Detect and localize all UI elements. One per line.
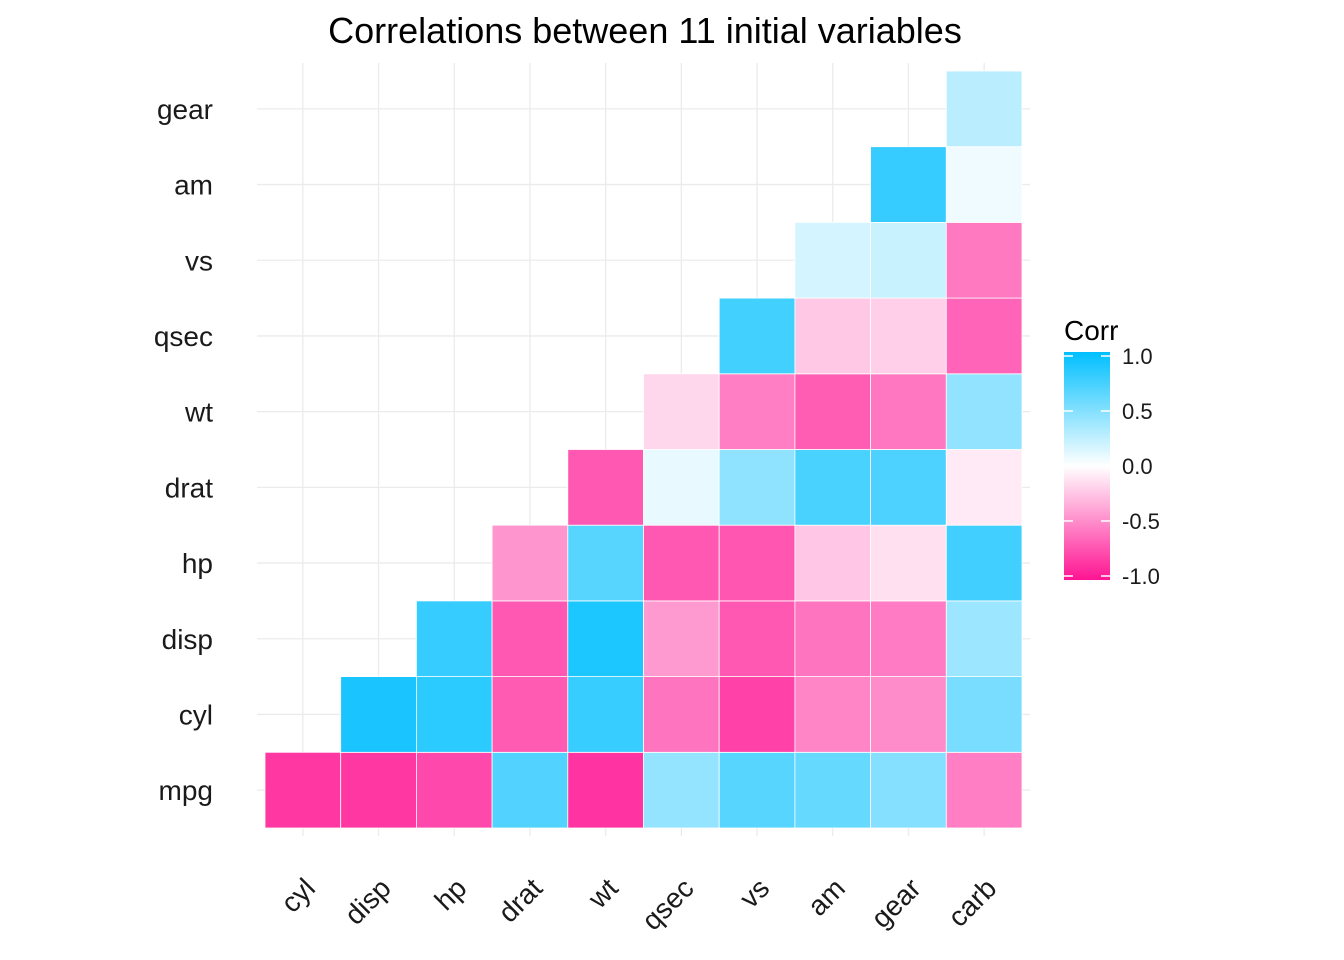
tile-hp-disp (415, 600, 493, 678)
legend-label: 0.5 (1122, 399, 1153, 424)
tile-drat-mpg (491, 751, 569, 829)
legend-title: Corr (1064, 315, 1118, 346)
y-tick-label-drat: drat (165, 472, 213, 503)
x-tick-label-gear: gear (865, 872, 927, 934)
tile-gear-cyl (870, 676, 947, 753)
y-axis: mpg cyl disp hp drat wt qsec vs am gear (154, 94, 213, 806)
tile-gear-qsec (870, 297, 947, 375)
tile-disp-mpg (340, 751, 417, 829)
legend-label: -0.5 (1122, 509, 1160, 534)
tile-vs-cyl (718, 676, 796, 753)
tile-carb-gear (945, 70, 1023, 148)
legend: Corr 1.0 0.5 0.0 -0.5 -1.0 (1064, 315, 1160, 589)
tile-am-qsec (794, 297, 872, 375)
tile-drat-hp (491, 524, 569, 602)
y-tick-label-am: am (174, 170, 213, 201)
tile-carb-mpg (945, 751, 1023, 829)
tile-wt-mpg (567, 751, 644, 829)
tile-carb-disp (945, 600, 1023, 678)
y-tick-label-mpg: mpg (159, 775, 213, 806)
y-tick-label-cyl: cyl (179, 699, 213, 730)
tile-vs-wt (718, 373, 796, 450)
tile-carb-vs (945, 221, 1023, 299)
legend-ticks: 1.0 0.5 0.0 -0.5 -1.0 (1064, 344, 1160, 589)
tile-am-mpg (794, 751, 872, 829)
tile-carb-qsec (945, 297, 1023, 375)
tile-qsec-disp (643, 600, 720, 678)
tile-gear-drat (870, 449, 947, 526)
y-tick-label-disp: disp (162, 624, 213, 655)
tile-gear-mpg (870, 751, 947, 829)
tile-vs-mpg (718, 751, 796, 829)
tile-carb-wt (945, 373, 1023, 450)
tile-gear-vs (870, 221, 947, 299)
tile-vs-drat (718, 449, 796, 526)
tile-gear-am (870, 146, 947, 223)
tile-gear-wt (870, 373, 947, 450)
tile-wt-cyl (567, 676, 644, 753)
tile-am-vs (794, 221, 872, 299)
tile-qsec-cyl (643, 676, 720, 753)
y-tick-label-vs: vs (185, 245, 213, 276)
heatmap-tiles (264, 70, 1023, 829)
x-tick-label-qsec: qsec (636, 872, 700, 936)
x-tick-label-am: am (802, 872, 851, 921)
y-tick-label-wt: wt (184, 397, 213, 428)
tile-vs-disp (718, 600, 796, 678)
tile-carb-drat (945, 449, 1023, 526)
tile-hp-mpg (415, 751, 493, 829)
x-tick-label-vs: vs (734, 872, 776, 914)
tile-am-wt (794, 373, 872, 450)
tile-qsec-hp (643, 524, 720, 602)
tile-vs-hp (718, 524, 796, 602)
tile-wt-disp (567, 600, 644, 678)
legend-label: -1.0 (1122, 564, 1160, 589)
tile-disp-cyl (340, 676, 417, 753)
tile-carb-cyl (945, 676, 1023, 753)
x-tick-label-disp: disp (339, 872, 397, 930)
tile-carb-am (945, 146, 1023, 223)
x-tick-label-carb: carb (942, 872, 1002, 932)
tile-gear-disp (870, 600, 947, 678)
tile-vs-qsec (718, 297, 796, 375)
x-tick-label-drat: drat (492, 872, 548, 928)
tile-qsec-drat (643, 449, 720, 526)
tile-am-disp (794, 600, 872, 678)
tile-carb-hp (945, 524, 1023, 602)
tile-am-hp (794, 524, 872, 602)
y-tick-label-qsec: qsec (154, 321, 213, 352)
x-tick-label-cyl: cyl (275, 872, 321, 918)
tile-am-drat (794, 449, 872, 526)
x-axis: cyl disp hp drat wt qsec vs am gear carb (275, 872, 1002, 936)
legend-label: 0.0 (1122, 454, 1153, 479)
tile-wt-hp (567, 524, 644, 602)
tile-qsec-mpg (643, 751, 720, 829)
tile-hp-cyl (415, 676, 493, 753)
tile-drat-cyl (491, 676, 569, 753)
chart-title: Correlations between 11 initial variable… (328, 10, 962, 51)
tile-drat-disp (491, 600, 569, 678)
tile-cyl-mpg (264, 751, 342, 829)
legend-label: 1.0 (1122, 344, 1153, 369)
x-tick-label-hp: hp (429, 872, 473, 916)
tile-wt-drat (567, 449, 644, 526)
tile-qsec-wt (643, 373, 720, 450)
y-tick-label-hp: hp (182, 548, 213, 579)
x-tick-label-wt: wt (581, 872, 624, 915)
tile-am-cyl (794, 676, 872, 753)
tile-gear-hp (870, 524, 947, 602)
y-tick-label-gear: gear (157, 94, 213, 125)
